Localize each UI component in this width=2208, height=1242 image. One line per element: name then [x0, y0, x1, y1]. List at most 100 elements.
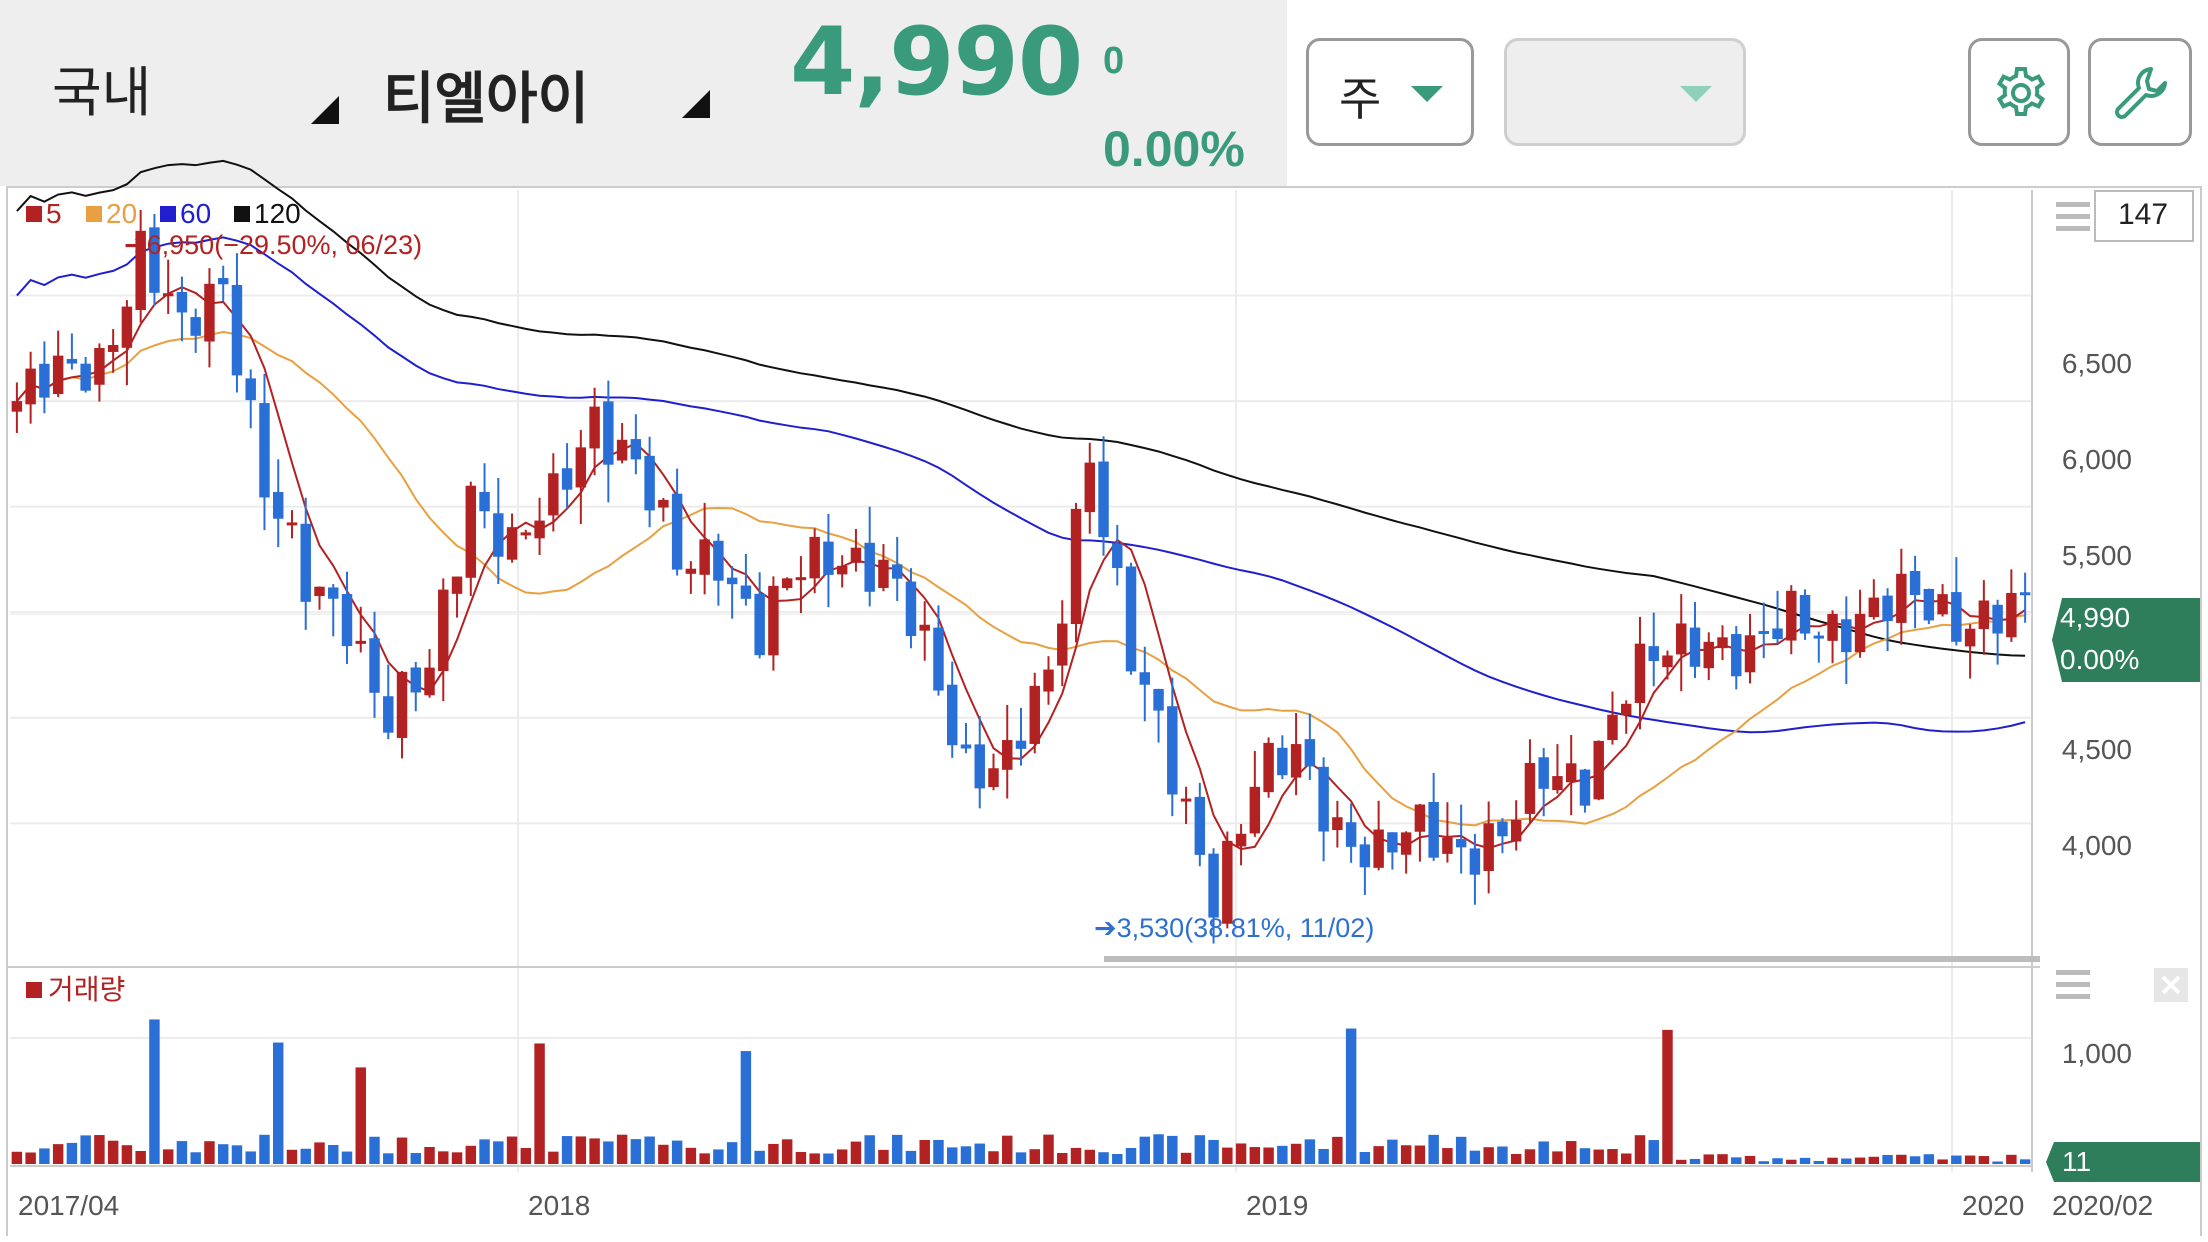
candle-body — [1951, 592, 1962, 642]
volume-bar — [1469, 1150, 1481, 1164]
candle-body — [1634, 643, 1646, 704]
candle-body — [1662, 655, 1673, 668]
chart-area[interactable] — [6, 186, 2202, 1236]
volume-bar — [1194, 1135, 1206, 1164]
legend-ma20[interactable]: 20 — [86, 198, 137, 230]
volume-bar — [25, 1152, 36, 1164]
volume-bar — [1373, 1146, 1384, 1164]
ma120-line — [16, 159, 2026, 657]
legend-label: 60 — [180, 198, 212, 229]
menu-icon[interactable] — [2056, 200, 2090, 234]
candle-body — [644, 455, 655, 511]
volume-bar — [974, 1143, 985, 1164]
volume-bar — [1400, 1145, 1412, 1164]
candle-body — [2006, 592, 2017, 638]
close-icon[interactable] — [2154, 968, 2188, 1002]
ma60-line — [16, 236, 2026, 734]
volume-bar — [80, 1135, 91, 1164]
candle-body — [1043, 669, 1054, 692]
period-dropdown[interactable]: 주 — [1306, 38, 1474, 146]
candle-body — [1180, 798, 1192, 802]
candle-body — [1029, 685, 1040, 744]
settings-button[interactable] — [1968, 38, 2070, 146]
volume-bar — [1937, 1159, 1948, 1164]
volume-bar — [1414, 1145, 1426, 1164]
volume-bar — [383, 1153, 394, 1164]
market-dropdown-icon[interactable] — [311, 96, 339, 124]
candle-body — [1648, 646, 1659, 661]
volume-bar — [671, 1140, 683, 1164]
legend-ma120[interactable]: 120 — [234, 198, 301, 230]
volume-bar — [878, 1149, 889, 1164]
volume-bar — [479, 1139, 490, 1164]
volume-bar — [1015, 1152, 1027, 1164]
candle-body — [1400, 832, 1412, 855]
candle-body — [341, 594, 353, 647]
volume-bar — [1277, 1145, 1288, 1164]
candle-body — [905, 581, 917, 637]
volume-bar — [438, 1151, 449, 1164]
volume-bar — [2019, 1159, 2031, 1164]
candle-body — [1112, 543, 1123, 569]
volume-bar — [369, 1136, 380, 1164]
price-axis-label: 5,500 — [2061, 540, 2132, 571]
candle-body — [80, 363, 91, 391]
volume-bar — [809, 1153, 820, 1164]
volume-bar — [919, 1139, 930, 1164]
volume-bar — [1951, 1155, 1962, 1164]
volume-bar — [341, 1151, 353, 1164]
candle-body — [658, 499, 669, 508]
tools-button[interactable] — [2088, 38, 2192, 146]
volume-bar — [1854, 1157, 1866, 1164]
candle-body — [1978, 600, 1990, 630]
candle-body — [1373, 829, 1384, 868]
volume-bar — [1070, 1147, 1082, 1164]
volume-menu-icon[interactable] — [2056, 968, 2090, 1002]
volume-bar — [1235, 1143, 1247, 1164]
candle-body — [933, 627, 944, 691]
volume-bar — [176, 1141, 188, 1164]
candle-body — [1717, 637, 1728, 649]
candle-body — [1992, 604, 2003, 634]
candle-body — [754, 593, 765, 656]
candle-count-box[interactable]: 147 — [2094, 190, 2194, 242]
candle-body — [11, 401, 23, 412]
volume-bar — [204, 1141, 215, 1164]
volume-bar — [699, 1153, 710, 1164]
volume-bar — [1799, 1157, 1811, 1164]
volume-bar — [259, 1134, 270, 1164]
volume-bar — [1139, 1136, 1151, 1164]
volume-bar — [272, 1042, 284, 1164]
legend-swatch — [26, 206, 42, 222]
volume-bar — [314, 1142, 325, 1164]
volume-legend[interactable]: 거래량 — [26, 968, 125, 1008]
volume-bar — [39, 1148, 50, 1164]
volume-bar — [740, 1051, 752, 1164]
candle-body — [2019, 592, 2031, 596]
candle-body — [1510, 819, 1522, 842]
volume-bar — [1648, 1140, 1659, 1164]
chart-scrollbar[interactable] — [1104, 956, 2040, 962]
candle-body — [149, 227, 160, 293]
volume-bar — [506, 1136, 518, 1164]
candle-body — [1772, 628, 1783, 640]
price-change: 0 — [1103, 40, 1125, 82]
candlesticks — [11, 210, 2031, 944]
stock-selector[interactable]: 티엘아이 — [383, 67, 590, 132]
stock-dropdown-icon[interactable] — [682, 90, 710, 118]
candle-body — [162, 293, 174, 297]
legend-ma5[interactable]: 5 — [26, 198, 62, 230]
volume-bar — [1882, 1155, 1893, 1164]
volume-tag — [2046, 1142, 2200, 1182]
volume-bar — [355, 1067, 366, 1164]
volume-bar — [1620, 1153, 1632, 1164]
candle-body — [974, 744, 985, 789]
candle-body — [1689, 627, 1701, 667]
market-selector[interactable]: 국내 — [52, 61, 152, 124]
candle-body — [217, 278, 229, 285]
sub-period-dropdown[interactable] — [1504, 38, 1746, 146]
candle-body — [506, 527, 518, 560]
legend-ma60[interactable]: 60 — [160, 198, 211, 230]
stock-info-panel — [0, 0, 1287, 186]
